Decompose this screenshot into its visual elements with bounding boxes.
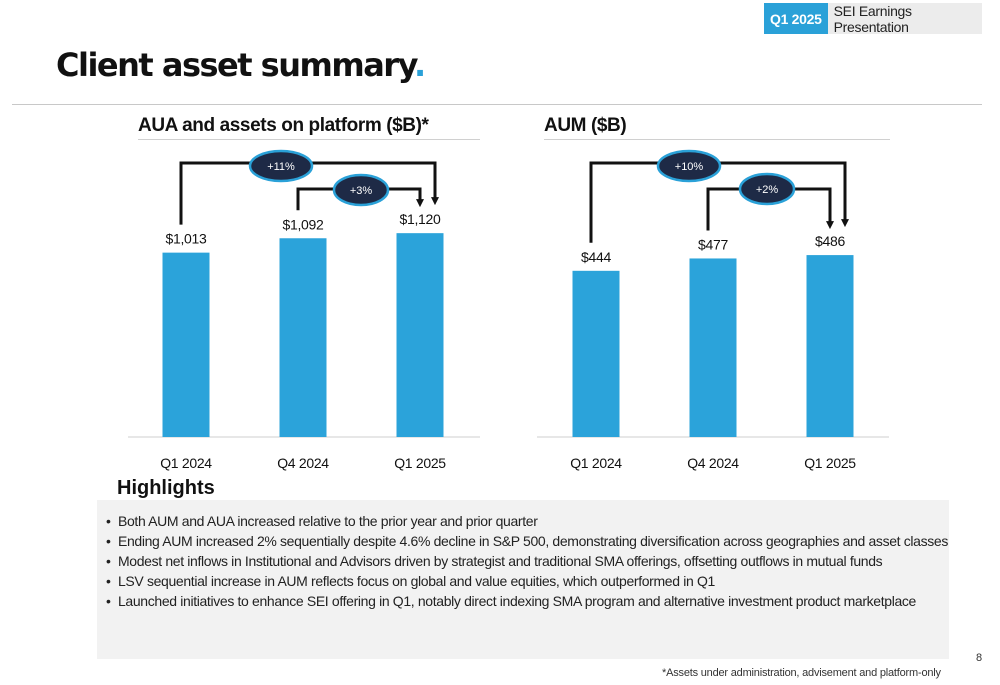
chart-2-tick-label: Q4 2024	[687, 455, 739, 471]
chart-1-data-label: $1,092	[282, 216, 324, 232]
chart-1-tick-label: Q1 2024	[160, 455, 212, 471]
header-period: Q1 2025	[764, 3, 828, 34]
highlight-text: Ending AUM increased 2% sequentially des…	[118, 533, 948, 549]
bullet-icon: •	[106, 533, 111, 549]
chart-1-tick-label: Q1 2025	[394, 455, 446, 471]
highlight-item: • Ending AUM increased 2% sequentially de…	[106, 531, 948, 551]
header-badge: Q1 2025 SEI Earnings Presentation	[764, 3, 982, 35]
bullet-icon: •	[106, 553, 111, 569]
chart-1-data-label: $1,013	[165, 231, 207, 247]
chart-2-bar	[572, 270, 620, 437]
highlight-item: • Modest net inflows in Institutional and…	[106, 551, 948, 571]
highlight-item: • LSV sequential increase in AUM reflects…	[106, 571, 948, 591]
chart-2-inner-callout-label: +2%	[756, 184, 779, 196]
chart-1-outer-callout-badge	[248, 149, 314, 183]
chart-1-bar	[279, 238, 327, 437]
bullet-icon: •	[106, 513, 111, 529]
header-title: SEI Earnings Presentation	[827, 3, 982, 35]
highlight-text: Launched initiatives to enhance SEI offe…	[118, 593, 916, 609]
chart-2-bar	[689, 258, 737, 437]
chart-2-data-label: $444	[581, 249, 611, 265]
highlight-text: Modest net inflows in Institutional and …	[118, 553, 883, 569]
highlights-box	[97, 500, 949, 659]
bullet-icon: •	[106, 593, 111, 609]
highlights-title: Highlights	[117, 477, 215, 499]
chart-1-bar	[162, 252, 210, 437]
chart-1-title: AUA and assets on platform ($B)*	[138, 115, 429, 136]
page-title: Client asset summary.	[56, 46, 426, 84]
chart-1-inner-callout-label: +3%	[350, 185, 373, 197]
chart-1-inner-callout-badge	[332, 173, 390, 207]
highlight-text: Both AUM and AUA increased relative to t…	[118, 513, 538, 529]
chart-2-tick-label: Q1 2024	[570, 455, 622, 471]
chart-2-outer-callout-label: +10%	[675, 161, 704, 173]
page-number: 8	[976, 652, 983, 664]
highlights-list: • Both AUM and AUA increased relative to …	[106, 511, 948, 611]
footnote: *Assets under administration, advisement…	[662, 667, 941, 679]
page-title-dot: .	[413, 46, 426, 84]
chart-1-tick-label: Q4 2024	[277, 455, 329, 471]
chart-2-data-label: $477	[698, 236, 728, 252]
chart-2-data-label: $486	[815, 233, 845, 249]
chart-2-title-rule	[544, 139, 890, 140]
highlight-text: LSV sequential increase in AUM reflects …	[118, 573, 715, 589]
highlight-item: • Both AUM and AUA increased relative to …	[106, 511, 948, 531]
highlight-item: • Launched initiatives to enhance SEI off…	[106, 591, 948, 611]
bullet-icon: •	[106, 573, 111, 589]
chart-2-outer-callout-connector	[589, 161, 849, 243]
chart-2-outer-callout-badge	[656, 149, 722, 183]
chart-2-bar	[806, 255, 854, 437]
chart-2-title: AUM ($B)	[544, 115, 627, 136]
chart-2-tick-label: Q1 2025	[804, 455, 856, 471]
chart-1-title-rule	[138, 139, 480, 140]
chart-2-inner-callout-badge	[738, 172, 796, 206]
chart-1-outer-callout-label: +11%	[267, 161, 295, 173]
charts-canvas: $1,013 Q1 2024 $1,092 Q4 2024 $1,120 Q1 2025 +…	[128, 149, 889, 471]
chart-1-data-label: $1,120	[399, 211, 441, 227]
title-divider	[12, 104, 982, 105]
page-title-text: Client asset summary	[56, 46, 415, 84]
chart-1-bar	[396, 233, 444, 437]
